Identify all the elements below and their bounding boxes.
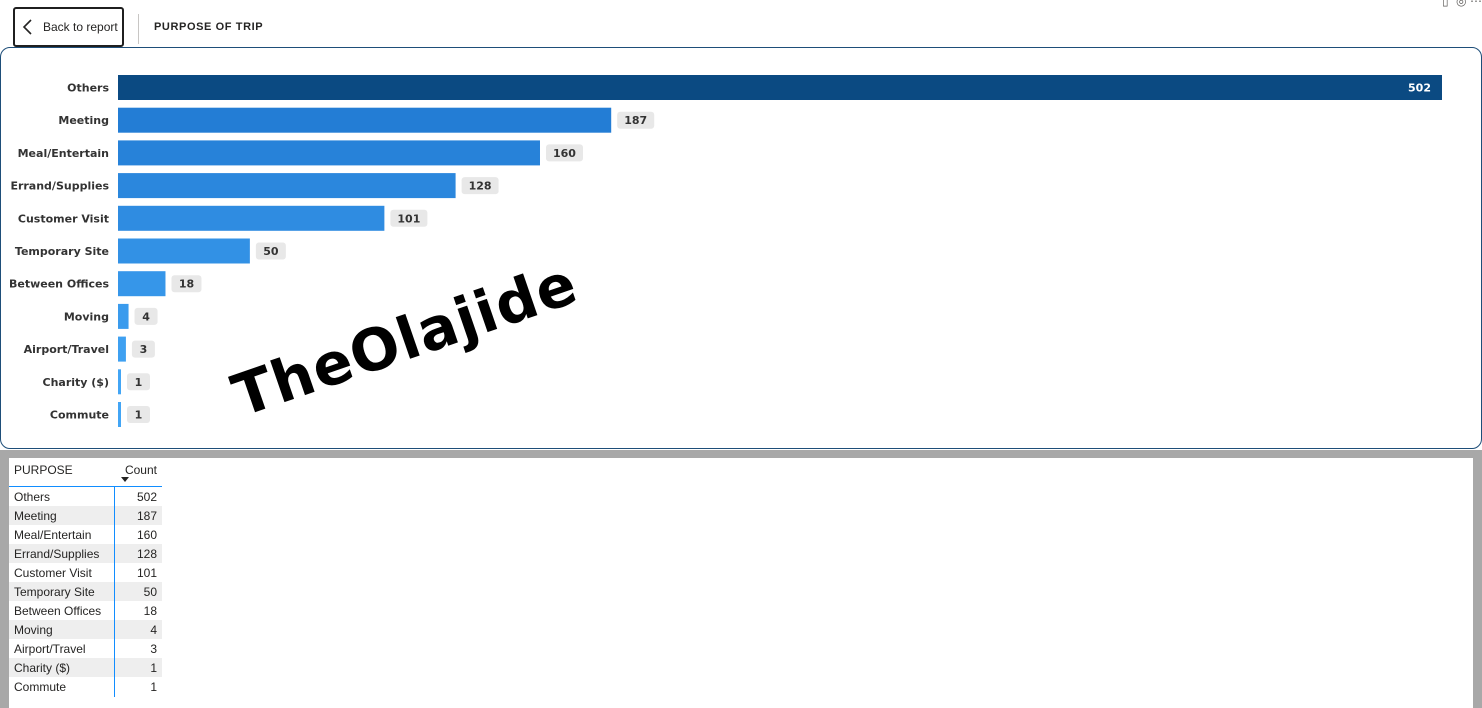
table-row[interactable]: Commute 1: [9, 677, 162, 696]
count-cell: 160: [136, 528, 157, 542]
category-label: Others: [67, 82, 109, 95]
table-row[interactable]: Meal/Entertain 160: [9, 525, 162, 544]
bar[interactable]: [118, 271, 166, 297]
purpose-cell: Meal/Entertain: [14, 528, 92, 542]
bar-chart: Others 502 Meeting 187 Meal/Entertain 160 Erra…: [9, 75, 1442, 427]
count-cell: 18: [143, 604, 157, 618]
table-row[interactable]: Airport/Travel 3: [9, 639, 162, 658]
count-cell: 502: [136, 490, 157, 504]
data-label-background: [461, 177, 499, 195]
data-label: 1: [135, 376, 143, 389]
focus-mode-icon[interactable]: ◎: [1456, 0, 1467, 8]
bar[interactable]: [118, 173, 456, 199]
data-label: 187: [624, 114, 647, 127]
count-cell: 3: [150, 642, 157, 656]
category-label: Temporary Site: [15, 245, 109, 258]
purpose-cell: Charity ($): [14, 661, 71, 675]
header-underline: [9, 486, 162, 487]
header-divider: [138, 14, 139, 44]
table-row[interactable]: Charity ($) 1: [9, 658, 162, 677]
count-cell: 101: [136, 566, 157, 580]
data-label-background: [134, 307, 158, 325]
category-label: Between Offices: [9, 278, 109, 291]
category-label: Errand/Supplies: [10, 180, 109, 193]
data-label-background: [127, 406, 150, 423]
category-label: Meal/Entertain: [18, 147, 109, 160]
table-header: PURPOSE Count: [9, 458, 162, 486]
purpose-cell: Between Offices: [14, 604, 102, 618]
purpose-cell: Others: [14, 490, 51, 504]
bar[interactable]: [118, 205, 385, 231]
bar[interactable]: [118, 238, 250, 264]
data-label: 160: [553, 147, 576, 160]
bar[interactable]: [118, 303, 129, 329]
bar[interactable]: [118, 369, 121, 395]
visual-header-icons: ▯ ◎ ⋯: [1406, 0, 1482, 8]
data-label: 128: [469, 180, 492, 193]
bar[interactable]: [118, 107, 612, 133]
category-label: Charity ($): [43, 376, 110, 389]
more-options-icon[interactable]: ⋯: [1470, 0, 1482, 8]
table-row[interactable]: Moving 4: [9, 620, 162, 639]
page-title: PURPOSE OF TRIP: [154, 21, 264, 33]
count-cell: 1: [150, 680, 157, 694]
count-cell: 1: [150, 661, 157, 675]
count-cell: 128: [136, 547, 157, 561]
table-row[interactable]: Meeting 187: [9, 506, 162, 525]
data-label-background: [617, 111, 655, 129]
table-row[interactable]: Errand/Supplies 128: [9, 544, 162, 563]
category-label: Customer Visit: [18, 212, 109, 225]
sort-descending-icon: [121, 477, 129, 482]
data-label: 1: [135, 409, 143, 422]
bar[interactable]: [118, 402, 121, 427]
table-body: Others 502 Meeting 187 Meal/Entertain 160 Erra…: [9, 487, 162, 696]
bar[interactable]: [118, 336, 126, 362]
top-bar: Back to report PURPOSE OF TRIP ▯ ◎ ⋯: [0, 0, 1482, 48]
category-label: Airport/Travel: [24, 343, 109, 356]
count-cell: 4: [150, 623, 157, 637]
pin-icon[interactable]: ▯: [1442, 0, 1449, 8]
table-visual[interactable]: PURPOSE Count Others 502 Meeting 187 Meal/En…: [9, 458, 1473, 708]
data-label: 4: [142, 310, 150, 323]
data-label: 502: [1408, 82, 1431, 95]
data-label-background: [390, 209, 428, 227]
column-header-count[interactable]: Count: [124, 463, 157, 477]
count-cell: 187: [136, 509, 157, 523]
purpose-cell: Airport/Travel: [14, 642, 86, 656]
data-label: 18: [179, 278, 194, 291]
bar[interactable]: [118, 75, 1442, 100]
category-label: Commute: [50, 409, 109, 422]
data-label: 50: [263, 245, 279, 258]
purpose-cell: Moving: [14, 623, 53, 637]
table-row[interactable]: Customer Visit 101: [9, 563, 162, 582]
category-label: Meeting: [58, 114, 109, 127]
data-label-background: [171, 275, 202, 293]
bar-chart-visual[interactable]: Others 502 Meeting 187 Meal/Entertain 160 Erra…: [0, 47, 1482, 449]
purpose-cell: Temporary Site: [14, 585, 95, 599]
back-to-report-button[interactable]: Back to report: [13, 7, 124, 47]
category-label: Moving: [64, 310, 109, 323]
data-label-background: [131, 340, 155, 358]
data-label: 3: [140, 343, 148, 356]
data-label: 101: [397, 212, 420, 225]
chevron-left-icon: [17, 16, 39, 38]
column-divider: [114, 487, 115, 697]
data-label-background: [255, 242, 286, 260]
data-label-background: [545, 144, 583, 162]
purpose-cell: Customer Visit: [14, 566, 92, 580]
purpose-cell: Commute: [14, 680, 67, 694]
bar[interactable]: [118, 140, 540, 166]
purpose-cell: Meeting: [14, 509, 57, 523]
count-cell: 50: [143, 585, 157, 599]
back-to-report-label: Back to report: [43, 20, 118, 34]
column-header-purpose[interactable]: PURPOSE: [14, 463, 73, 477]
purpose-cell: Errand/Supplies: [14, 547, 100, 561]
table-row[interactable]: Temporary Site 50: [9, 582, 162, 601]
table-row[interactable]: Others 502: [9, 487, 162, 506]
data-label-background: [127, 373, 150, 391]
table-row[interactable]: Between Offices 18: [9, 601, 162, 620]
